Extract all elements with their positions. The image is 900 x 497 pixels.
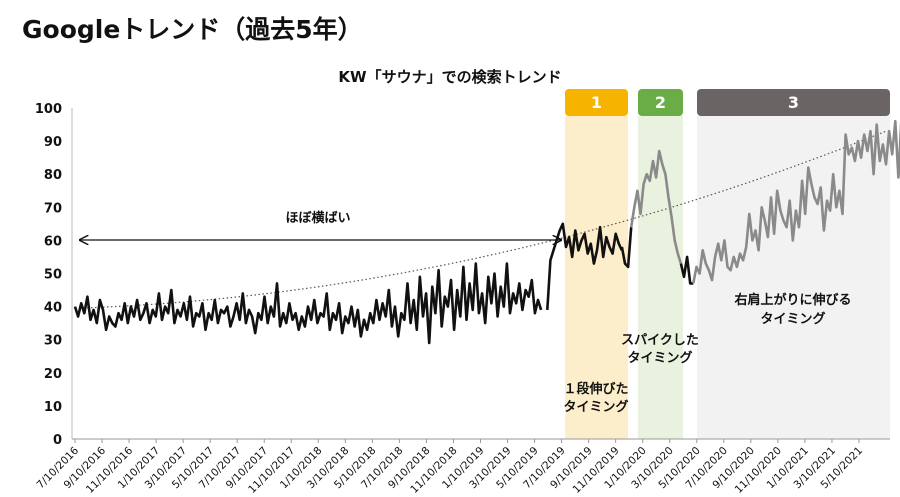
phase-3-caption-line1: 右肩上がりに伸びる	[733, 292, 851, 308]
y-tick-label: 40	[44, 301, 62, 316]
y-tick-label: 50	[44, 268, 62, 283]
series-line-1	[546, 222, 624, 310]
series-line-3	[629, 149, 683, 264]
phase-2-caption-line2: タイミング	[627, 350, 692, 366]
phase-1-caption-line2: タイミング	[563, 399, 628, 415]
phase-1-caption-line1: １段伸びた	[563, 381, 628, 397]
flat-annotation: ほぼ横ばい	[285, 210, 350, 226]
y-tick-label: 100	[35, 102, 62, 117]
series-line-0	[73, 262, 543, 345]
y-tick-label: 0	[53, 433, 62, 448]
phase-3-tab	[697, 89, 890, 116]
series-line-2	[620, 227, 633, 269]
y-tick-label: 90	[44, 135, 62, 150]
phase-3-band	[697, 116, 890, 439]
phase-2-caption-line1: スパイクした	[621, 333, 699, 348]
phase-3-caption-line2: タイミング	[760, 311, 825, 327]
page-title: Googleトレンド（過去5年）	[22, 15, 363, 44]
series-line-5	[692, 119, 900, 284]
phase-2-label: 2	[655, 93, 666, 112]
y-tick-label: 20	[44, 367, 62, 382]
phase-2-band	[638, 116, 683, 439]
y-tick-label: 10	[44, 400, 62, 415]
phase-3-label: 3	[788, 93, 799, 112]
phase-1-band	[565, 116, 628, 439]
phase-2-tab	[638, 89, 683, 116]
phase-1-label: 1	[591, 93, 602, 112]
y-tick-label: 60	[44, 234, 62, 249]
phase-1-tab	[565, 89, 628, 116]
chart-title: KW「サウナ」での検索トレンド	[338, 68, 562, 86]
y-tick-label: 30	[44, 334, 62, 349]
series-line-4	[679, 255, 694, 285]
y-tick-label: 80	[44, 168, 62, 183]
y-tick-label: 70	[44, 201, 62, 216]
trendline	[74, 130, 887, 309]
